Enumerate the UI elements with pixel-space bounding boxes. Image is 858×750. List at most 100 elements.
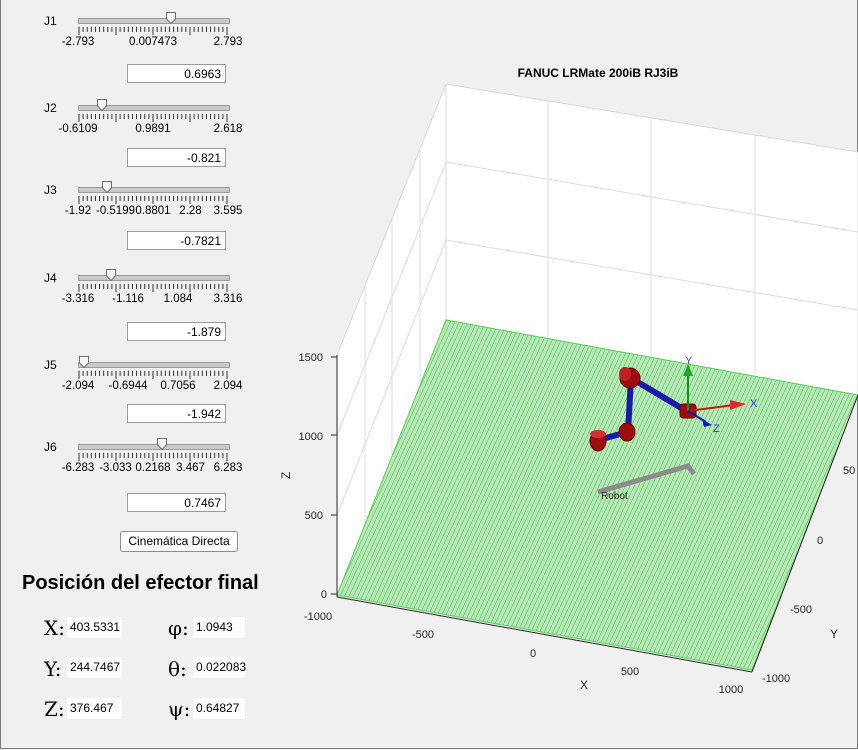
slider-track[interactable] [78, 187, 230, 193]
slider-thumb[interactable] [106, 269, 116, 281]
slider-tick-label: 3.595 [213, 205, 243, 217]
joint-value-field[interactable]: -1.879 [127, 322, 226, 341]
x-tick-label: 1000 [719, 684, 743, 696]
joint-value-field[interactable]: 0.6963 [127, 64, 226, 83]
slider-tick-label: -2.094 [61, 380, 95, 392]
slider-thumb[interactable] [79, 356, 89, 368]
axis-lines [336, 355, 858, 673]
slider-tick-label: 2.094 [213, 380, 243, 392]
slider-ticks [78, 27, 228, 35]
pose-theta-value: 0.022083 [193, 657, 246, 678]
x-tick-label: -500 [412, 629, 434, 641]
joint-label: J2 [44, 101, 57, 115]
slider-thumb[interactable] [101, 181, 112, 193]
robot-label: Robot [601, 491, 628, 502]
pose-x-value: 403.5331 [67, 617, 122, 638]
slider-tick-label: -1.116 [112, 293, 144, 305]
slider-tick-label: -0.5199 [95, 205, 136, 217]
slider-tick-label: 0.8801 [135, 205, 171, 217]
x-axis-ticks: -1000 -500 0 500 1000 [304, 611, 743, 696]
slider-ticks [78, 284, 228, 292]
forward-kinematics-button[interactable]: Cinemática Directa [120, 531, 238, 552]
grid-lines [336, 101, 858, 525]
slider-thumb[interactable] [166, 12, 176, 24]
slider-tick-label: -6.283 [61, 462, 95, 474]
pose-z-value: 376.467 [67, 698, 122, 719]
y-axis-ticks: -1000 -500 0 50 [762, 465, 855, 685]
joint-value-field[interactable]: -0.821 [127, 148, 226, 167]
x-tick-label: 500 [621, 666, 639, 678]
joint-slider[interactable]: -3.316 -1.116 1.084 3.316 [62, 269, 242, 305]
x-axis-label: X [580, 678, 588, 692]
slider-tick-label: -3.033 [99, 462, 132, 474]
slider-track[interactable] [78, 275, 230, 281]
slider-track[interactable] [78, 444, 230, 450]
slider-tick-label: 6.283 [213, 462, 243, 474]
pose-psi-label: ψ: [168, 697, 191, 721]
pose-theta-label: θ: [168, 657, 187, 681]
slider-tick-label: 0.9891 [135, 123, 171, 135]
z-tick-label: 500 [305, 510, 323, 522]
z-axis-ticks: 0 500 1000 1500 [299, 352, 337, 601]
frame-label-x: X [750, 398, 758, 410]
end-effector-frame: X Y Z [683, 355, 758, 435]
pose-title: Posición del efector final [22, 572, 259, 594]
joint-label: J1 [44, 14, 57, 28]
plot-title: FANUC LRMate 200iB RJ3iB [518, 66, 679, 80]
slider-tick-label: 2.618 [213, 123, 243, 135]
z-tick-label: 0 [321, 589, 327, 601]
frame-label-z: Z [713, 423, 720, 435]
y-axis-label: Y [830, 627, 838, 641]
joint-slider[interactable]: -0.6109 0.9891 2.618 [58, 99, 242, 135]
slider-tick-label: 1.084 [163, 293, 193, 305]
slider-ticks [78, 453, 228, 461]
pose-x-label: X: [44, 616, 65, 640]
robot-arm [589, 367, 697, 452]
slider-tick-label: -2.793 [61, 36, 95, 48]
slider-tick-label: -0.6944 [108, 380, 148, 392]
slider-track[interactable] [78, 362, 230, 368]
joint-slider[interactable]: -2.793 0.007473 2.793 [62, 12, 242, 48]
slider-ticks [78, 371, 228, 379]
y-tick-label: 0 [817, 535, 823, 547]
slider-track[interactable] [78, 18, 230, 24]
slider-ticks [78, 196, 228, 204]
slider-tick-label: 0.2168 [135, 462, 171, 474]
robot-shadow [597, 463, 696, 495]
joint-slider[interactable]: -6.283 -3.033 0.2168 3.467 6.283 [62, 438, 242, 474]
z-tick-label: 1500 [299, 352, 323, 364]
slider-tick-label: -1.92 [64, 205, 92, 217]
joint-label: J3 [44, 183, 57, 197]
y-tick-label: 50 [843, 465, 855, 477]
joint-label: J5 [44, 358, 57, 372]
joint-label: J4 [44, 271, 57, 285]
frame-label-y: Y [685, 355, 693, 367]
slider-tick-label: 3.316 [213, 293, 243, 305]
pose-y-value: 244.7467 [67, 657, 122, 678]
z-axis-label: Z [279, 472, 293, 479]
slider-tick-label: -0.6109 [58, 123, 98, 135]
x-tick-label: 0 [530, 648, 536, 660]
slider-thumb[interactable] [97, 99, 107, 111]
floor-surface [336, 319, 858, 671]
joint-value-field[interactable]: 0.7467 [127, 493, 226, 512]
slider-tick-label: 2.793 [213, 36, 243, 48]
slider-thumb[interactable] [157, 438, 167, 450]
pose-y-label: Y: [44, 657, 62, 681]
pose-phi-label: φ: [168, 616, 189, 640]
z-tick-label: 1000 [299, 431, 323, 443]
x-tick-label: -1000 [304, 611, 332, 623]
joint-value-field[interactable]: -1.942 [127, 404, 226, 423]
pose-phi-value: 1.0943 [193, 617, 245, 638]
pose-psi-value: 0.64827 [193, 698, 245, 719]
pose-z-label: Z: [44, 697, 65, 721]
joint-slider[interactable]: -1.92 -0.5199 0.8801 2.28 3.595 [65, 181, 242, 217]
joint-value-field[interactable]: -0.7821 [127, 231, 226, 250]
slider-track[interactable] [78, 105, 230, 111]
slider-tick-label: 2.28 [179, 205, 202, 217]
y-tick-label: -1000 [762, 673, 790, 685]
joint-slider[interactable]: -2.094 -0.6944 0.7056 2.094 [62, 356, 242, 392]
joint-label: J6 [44, 440, 57, 454]
slider-tick-label: 0.007473 [129, 36, 177, 48]
